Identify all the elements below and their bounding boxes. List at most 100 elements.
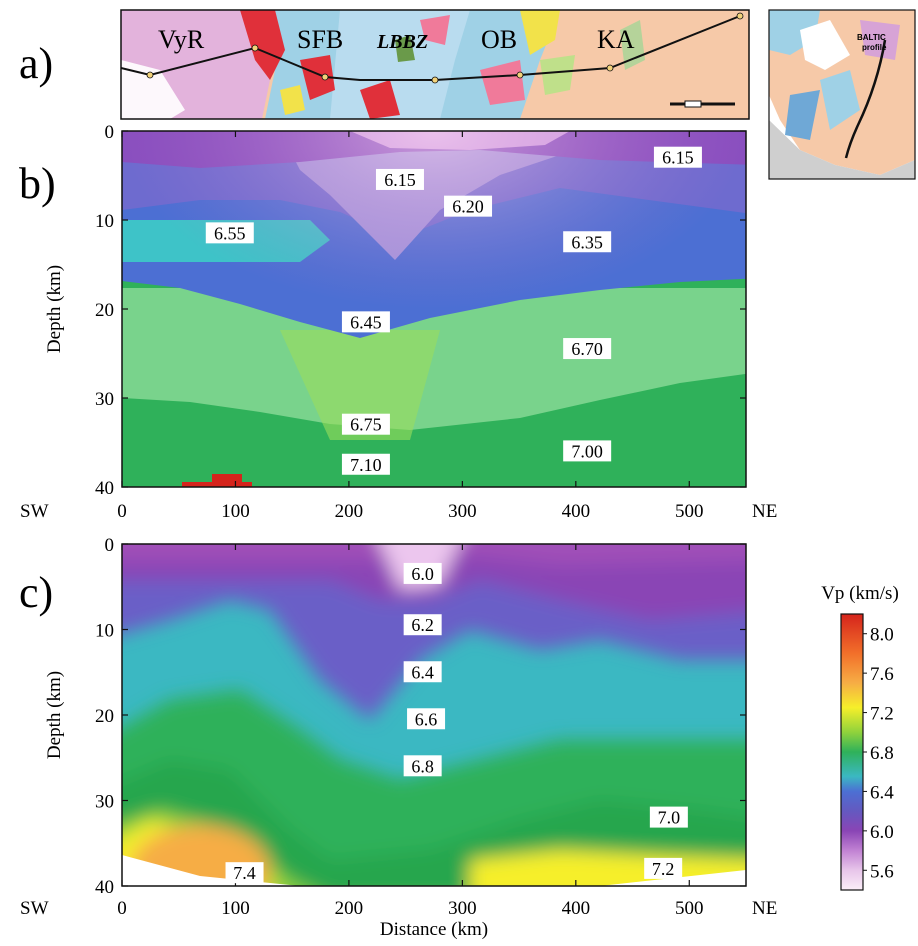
contour-label: 7.2 — [644, 857, 683, 879]
contour-label-box — [205, 222, 254, 244]
colorbar — [840, 613, 864, 891]
contour-label-text: 6.75 — [350, 415, 382, 435]
contour-label-box — [341, 413, 390, 435]
contour-label-box — [407, 708, 446, 730]
colorbar-tick-label: 5.6 — [870, 861, 894, 882]
contour-label: 6.6 — [407, 708, 446, 730]
contour-label: 7.00 — [563, 440, 612, 462]
geologic-map — [121, 10, 749, 119]
velocity-model-c — [122, 544, 746, 886]
contour-label-text: 6.35 — [571, 232, 603, 252]
contour-label-text: 6.0 — [411, 564, 434, 584]
contour-label: 7.0 — [649, 806, 688, 828]
contour-label-text: 6.55 — [214, 223, 246, 243]
contour-label-text: 6.20 — [452, 197, 484, 217]
y-tick-label: 0 — [105, 535, 115, 556]
x-tick-label: 0 — [117, 501, 127, 522]
inset-label-line2: profile — [862, 43, 887, 52]
contour-label-text: 7.4 — [233, 863, 256, 883]
panel-b-letter: b) — [19, 159, 56, 208]
contour-label-text: 7.10 — [350, 455, 382, 475]
contour-labels-c: 6.0 6.2 6.4 6.6 6.8 7.0 7.4 7.2 — [225, 562, 688, 884]
y-tick-label: 0 — [105, 122, 115, 143]
x-axis-title-c: Distance (km) — [380, 919, 488, 940]
contour-label-box — [341, 453, 390, 475]
contour-label-text: 7.00 — [571, 441, 603, 461]
map-frame — [120, 9, 750, 120]
x-tick-label: 0 — [117, 898, 127, 919]
x-end-left-c: SW — [20, 898, 49, 919]
contour-label: 6.0 — [403, 562, 442, 584]
x-tick-label: 200 — [335, 501, 364, 522]
x-tick-label: 300 — [448, 898, 477, 919]
contour-label-text: 6.2 — [411, 615, 434, 635]
contour-label-box — [403, 755, 442, 777]
axes-b: 0 100 200 300 400 500 0 10 20 30 40 — [95, 122, 746, 522]
contour-label-box — [653, 146, 702, 168]
x-tick-label: 400 — [562, 898, 591, 919]
x-tick-label: 300 — [448, 501, 477, 522]
contour-label: 6.20 — [444, 195, 493, 217]
contour-label-box — [563, 440, 612, 462]
contour-label: 7.4 — [225, 862, 264, 884]
y-tick-label: 30 — [95, 389, 114, 410]
colorbar-tick-label: 6.4 — [870, 782, 894, 803]
contour-label: 6.70 — [563, 338, 612, 360]
y-tick-label: 10 — [95, 211, 114, 232]
colorbar-tick-label: 8.0 — [870, 625, 894, 646]
colorbar-tick-label: 6.0 — [870, 822, 894, 843]
contour-label: 6.15 — [375, 168, 424, 190]
x-end-right-b: NE — [752, 501, 777, 522]
region-label-sfb: SFB — [297, 25, 343, 54]
axes-c: 0 100 200 300 400 500 0 10 20 30 40 — [95, 535, 746, 919]
x-tick-label: 200 — [335, 898, 364, 919]
contour-label-text: 6.4 — [411, 662, 434, 682]
contour-label-text: 6.6 — [415, 709, 438, 729]
x-end-left-b: SW — [20, 501, 49, 522]
contour-label: 6.4 — [403, 661, 442, 683]
scale-bar — [670, 100, 735, 108]
region-label-vyr: VyR — [158, 25, 205, 54]
velocity-model-b — [122, 131, 746, 487]
contour-label: 6.15 — [653, 146, 702, 168]
contour-label-box — [444, 195, 493, 217]
contour-label-box — [403, 614, 442, 636]
region-label-ob: OB — [481, 25, 517, 54]
x-tick-label: 500 — [675, 501, 704, 522]
contour-label-text: 7.2 — [652, 859, 675, 879]
region-label-lbbz: LBBZ — [376, 31, 428, 53]
contour-label-box — [375, 168, 424, 190]
contour-label: 6.55 — [205, 222, 254, 244]
contour-label-box — [649, 806, 688, 828]
contour-label-text: 6.45 — [350, 312, 382, 332]
contour-label-text: 6.70 — [571, 339, 603, 359]
inset-label-line1: BALTIC — [857, 33, 886, 42]
colorbar-ticks: 8.0 7.6 7.2 6.8 6.4 6.0 5.6 — [863, 625, 894, 882]
contour-label-box — [225, 862, 264, 884]
contour-label-text: 6.8 — [411, 756, 434, 776]
y-tick-label: 20 — [95, 300, 114, 321]
contour-labels-b: 6.15 6.15 6.20 6.55 6.35 6.45 6.70 6.75 7.00 7.10 — [205, 146, 702, 475]
y-axis-title-b: Depth (km) — [44, 265, 65, 353]
contour-label: 6.2 — [403, 614, 442, 636]
contour-label: 6.45 — [341, 311, 390, 333]
contour-label-box — [403, 562, 442, 584]
contour-label: 7.10 — [341, 453, 390, 475]
x-end-right-c: NE — [752, 898, 777, 919]
colorbar-tick-label: 7.6 — [870, 664, 894, 685]
panel-c-letter: c) — [19, 568, 53, 617]
x-tick-label: 100 — [221, 501, 250, 522]
x-tick-label: 100 — [221, 898, 250, 919]
contour-label: 6.35 — [563, 231, 612, 253]
contour-label-box — [563, 338, 612, 360]
contour-label-box — [403, 661, 442, 683]
contour-label-text: 6.15 — [662, 148, 694, 168]
panel-a-letter: a) — [19, 39, 53, 88]
y-tick-label: 30 — [95, 792, 114, 813]
colorbar-tick-label: 6.8 — [870, 743, 894, 764]
y-axis-title-c: Depth (km) — [44, 671, 65, 759]
contour-label-text: 6.15 — [384, 170, 416, 190]
contour-label: 6.8 — [403, 755, 442, 777]
contour-label-box — [644, 857, 683, 879]
